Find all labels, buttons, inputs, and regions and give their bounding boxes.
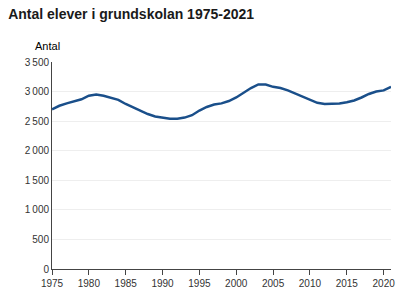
svg-text:1 500: 1 500 (25, 175, 50, 186)
svg-text:2005: 2005 (262, 278, 285, 289)
svg-text:2000: 2000 (225, 278, 248, 289)
svg-text:Antal: Antal (35, 40, 60, 52)
svg-text:3 000: 3 000 (25, 86, 50, 97)
svg-text:Antal elever i grundskolan 197: Antal elever i grundskolan 1975-2021 (8, 6, 254, 22)
svg-text:2020: 2020 (373, 278, 396, 289)
svg-text:500: 500 (32, 234, 49, 245)
svg-text:2015: 2015 (336, 278, 359, 289)
svg-text:1975: 1975 (41, 278, 64, 289)
svg-text:2 000: 2 000 (25, 145, 50, 156)
svg-text:1 000: 1 000 (25, 204, 50, 215)
svg-text:2010: 2010 (299, 278, 322, 289)
svg-text:1980: 1980 (78, 278, 101, 289)
svg-text:1985: 1985 (115, 278, 138, 289)
svg-text:1990: 1990 (151, 278, 174, 289)
svg-text:0: 0 (43, 264, 49, 275)
svg-text:3 500: 3 500 (25, 57, 50, 68)
svg-text:2 500: 2 500 (25, 116, 50, 127)
svg-text:1995: 1995 (188, 278, 211, 289)
